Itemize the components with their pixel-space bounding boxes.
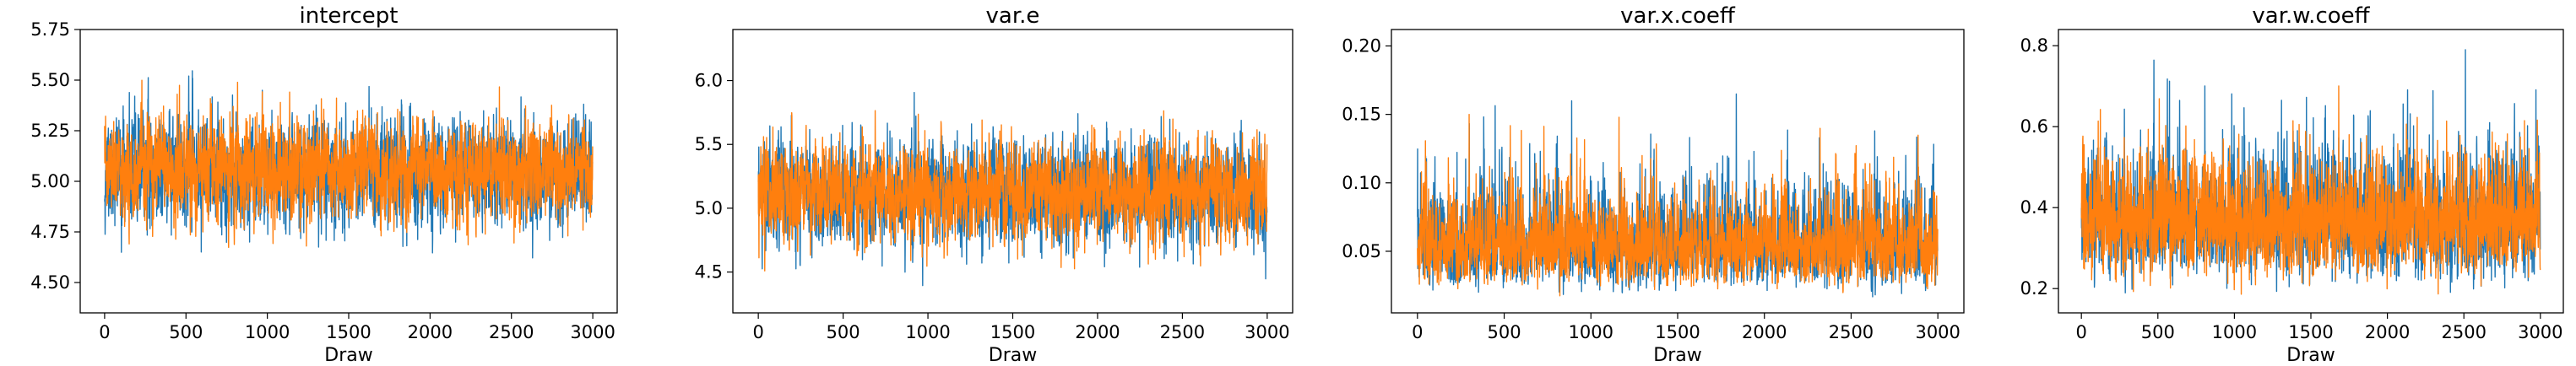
x-axis-label: Draw <box>989 345 1037 366</box>
y-tick-label: 5.0 <box>695 198 723 218</box>
x-tick-label: 1000 <box>1569 322 1613 342</box>
x-tick-label: 1500 <box>326 322 371 342</box>
x-axis-label: Draw <box>324 345 372 366</box>
x-tick-label: 0 <box>1412 322 1423 342</box>
panel-title: var.x.coeff <box>1620 3 1736 29</box>
x-tick-label: 3000 <box>1915 322 1960 342</box>
x-axis-label: Draw <box>1653 345 1701 366</box>
x-tick-label: 1000 <box>905 322 950 342</box>
trace-line-series-1 <box>104 79 594 249</box>
trace-panel-1: 0 500 1000 1500 2000 2500 3000 4.5 5.0 5.5 6.0 var.… <box>695 3 1293 366</box>
x-tick-label: 0 <box>99 322 110 342</box>
x-tick-label: 2000 <box>1742 322 1787 342</box>
panel-title: var.e <box>986 3 1040 29</box>
x-tick-label: 2500 <box>2441 322 2486 342</box>
x-tick-label: 2500 <box>1160 322 1205 342</box>
x-tick-label: 2000 <box>1075 322 1120 342</box>
trace-line-series-1 <box>1417 113 1939 297</box>
trace-panel-0: 0 500 1000 1500 2000 2500 3000 4.50 4.75 5.00 5.25… <box>30 3 618 366</box>
y-tick-label: 4.5 <box>695 262 723 283</box>
y-tick-label: 6.0 <box>695 71 723 91</box>
x-tick-label: 2000 <box>2365 322 2410 342</box>
y-tick-label: 0.05 <box>1342 241 1381 261</box>
y-tick-label: 4.50 <box>30 272 70 293</box>
y-tick-label: 0.4 <box>2020 197 2048 218</box>
x-tick-label: 2000 <box>408 322 453 342</box>
y-tick-label: 5.5 <box>695 134 723 154</box>
y-tick-label: 5.25 <box>30 121 70 141</box>
y-tick-label: 0.2 <box>2020 278 2048 299</box>
x-tick-label: 0 <box>752 322 763 342</box>
x-tick-label: 0 <box>2075 322 2086 342</box>
y-tick-label: 5.00 <box>30 171 70 191</box>
x-tick-label: 1000 <box>2212 322 2257 342</box>
panel-title: var.w.coeff <box>2252 3 2370 29</box>
trace-line-series-1 <box>2080 85 2541 295</box>
y-tick-label: 0.6 <box>2020 116 2048 137</box>
y-tick-label: 0.10 <box>1342 173 1381 193</box>
x-axis-label: Draw <box>2286 345 2335 366</box>
y-tick-label: 0.20 <box>1342 35 1381 56</box>
y-tick-label: 5.50 <box>30 70 70 90</box>
panel-title: intercept <box>300 3 399 29</box>
x-tick-label: 1500 <box>1655 322 1700 342</box>
x-tick-label: 500 <box>1487 322 1521 342</box>
y-tick-label: 4.75 <box>30 222 70 242</box>
trace-line-series-1 <box>757 110 1268 272</box>
y-tick-label: 0.15 <box>1342 105 1381 125</box>
x-tick-label: 3000 <box>2518 322 2562 342</box>
x-tick-label: 1500 <box>990 322 1035 342</box>
x-tick-label: 2500 <box>489 322 534 342</box>
x-tick-label: 1000 <box>245 322 290 342</box>
trace-panel-3: 0 500 1000 1500 2000 2500 3000 0.2 0.4 0.6 0.8 var.… <box>2020 3 2564 366</box>
x-tick-label: 500 <box>169 322 203 342</box>
x-tick-label: 500 <box>827 322 860 342</box>
y-tick-label: 0.8 <box>2020 35 2048 56</box>
x-tick-label: 1500 <box>2288 322 2333 342</box>
x-tick-label: 3000 <box>1245 322 1289 342</box>
trace-panel-2: 0 500 1000 1500 2000 2500 3000 0.05 0.10 0.15 0.20… <box>1342 3 1965 366</box>
x-tick-label: 3000 <box>570 322 615 342</box>
x-tick-label: 500 <box>2141 322 2175 342</box>
x-tick-label: 2500 <box>1829 322 1874 342</box>
y-tick-label: 5.75 <box>30 19 70 40</box>
